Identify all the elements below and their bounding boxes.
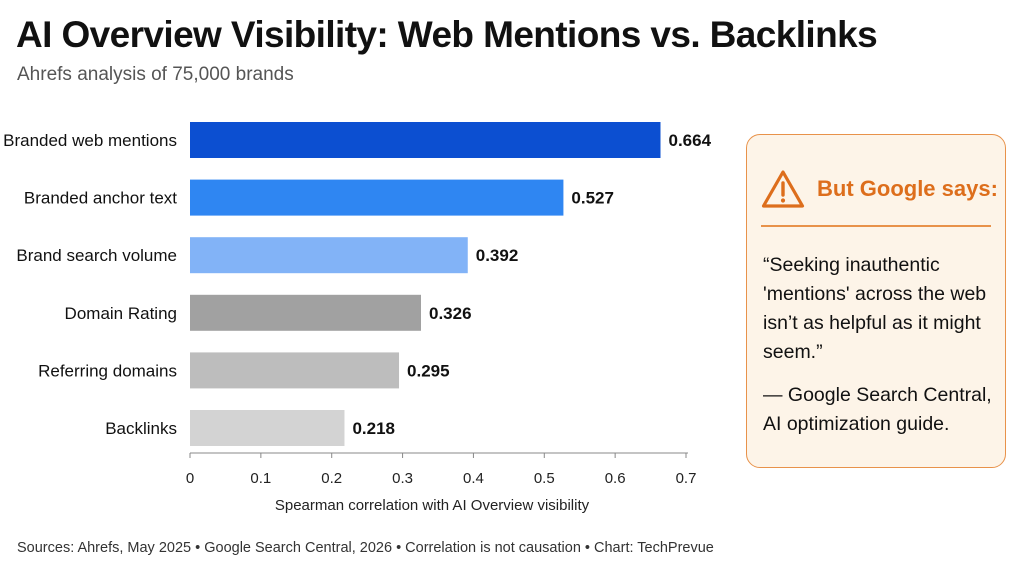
- ticks-layer: 0 0.1 0.2 0.3 0.4 0.5 0.6 0.7: [186, 453, 697, 487]
- bar-chart: Branded web mentions 0.664 Branded anchor …: [3, 122, 712, 514]
- bar: [190, 237, 468, 274]
- value-label: 0.218: [352, 419, 395, 438]
- x-axis-title: Spearman correlation with AI Overview vi…: [275, 497, 590, 514]
- callout-divider: [761, 225, 991, 227]
- bar-group: Domain Rating 0.326: [65, 294, 472, 331]
- bar: [190, 410, 345, 446]
- value-label: 0.527: [571, 189, 614, 208]
- value-label: 0.295: [407, 361, 450, 380]
- callout-attribution: — Google Search Central, AI optimization…: [763, 384, 992, 435]
- callout-heading: But Google says:: [817, 176, 998, 201]
- value-label: 0.392: [476, 246, 519, 265]
- x-tick-label: 0.6: [605, 470, 626, 487]
- bar: [190, 122, 661, 158]
- category-label: Referring domains: [38, 361, 177, 380]
- x-tick-label: 0.4: [463, 470, 484, 487]
- sources-footer: Sources: Ahrefs, May 2025 • Google Searc…: [17, 540, 714, 556]
- category-label: Domain Rating: [65, 304, 177, 323]
- callout-quote: “Seeking inauthentic 'mentions' across t…: [763, 254, 987, 363]
- category-label: Brand search volume: [16, 246, 177, 265]
- callout-header: But Google says:: [761, 169, 998, 209]
- warning-icon: [761, 170, 805, 208]
- bar: [190, 179, 564, 216]
- category-label: Branded anchor text: [24, 189, 177, 208]
- x-tick-label: 0: [186, 470, 194, 487]
- google-callout-box: But Google says: “Seeking inauthentic 'm…: [746, 134, 1006, 468]
- page-subtitle: Ahrefs analysis of 75,000 brands: [17, 64, 294, 85]
- category-label: Backlinks: [105, 419, 177, 438]
- x-tick-label: 0.5: [534, 470, 555, 487]
- x-tick-label: 0.1: [250, 470, 271, 487]
- bar-group: Backlinks 0.218: [105, 410, 395, 446]
- bar: [190, 294, 421, 331]
- x-tick-label: 0.7: [676, 470, 697, 487]
- bar-group: Brand search volume 0.392: [16, 237, 519, 274]
- x-tick-label: 0.2: [321, 470, 342, 487]
- bars-layer: Branded web mentions 0.664 Branded anchor …: [3, 122, 712, 446]
- value-label: 0.326: [429, 304, 472, 323]
- bar-group: Branded anchor text 0.527: [24, 179, 614, 216]
- x-tick-label: 0.3: [392, 470, 413, 487]
- bar: [190, 352, 400, 389]
- bar-group: Branded web mentions 0.664: [3, 122, 712, 158]
- page-title: AI Overview Visibility: Web Mentions vs.…: [16, 14, 878, 55]
- bar-group: Referring domains 0.295: [38, 352, 450, 389]
- category-label: Branded web mentions: [3, 131, 177, 150]
- value-label: 0.664: [668, 131, 711, 150]
